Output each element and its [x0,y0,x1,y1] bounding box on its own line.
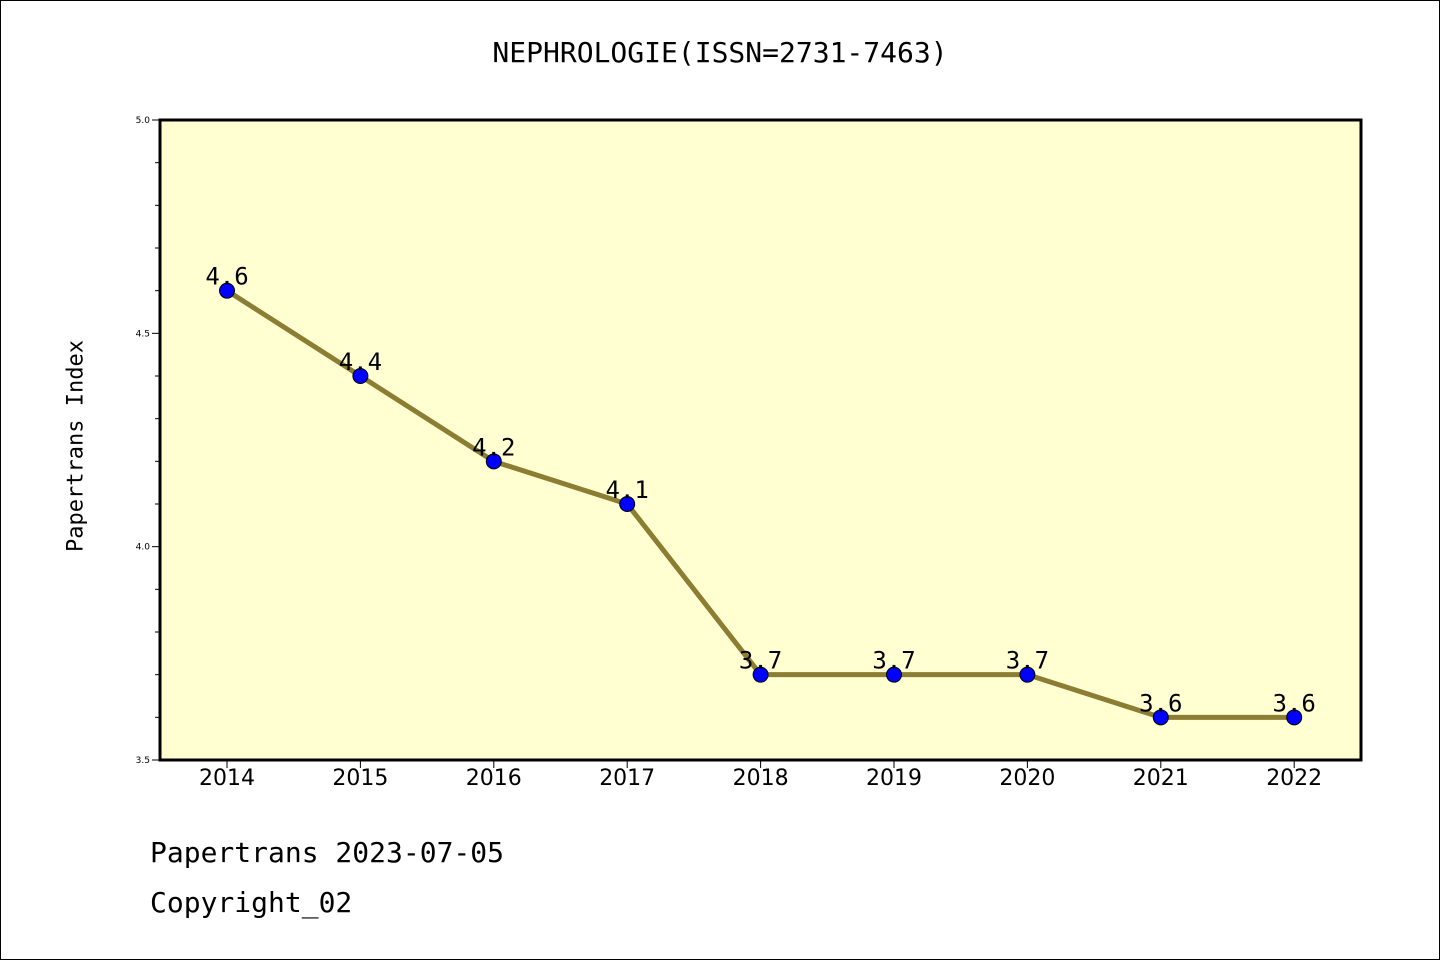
x-tick-label: 2020 [999,766,1055,791]
data-label: 3.7 [1006,647,1049,675]
y-tick-label: 4.5 [136,329,150,339]
x-tick-label: 2015 [332,766,388,791]
data-point [352,368,369,384]
x-axis: 2014 2015 2016 2017 2018 2019 2020 2021 2022 [199,760,1322,791]
data-label: 3.6 [1139,689,1182,717]
plot-border [158,118,1363,762]
data-points [219,282,1303,726]
plot-area [160,120,1361,760]
data-label: 4.6 [205,263,248,291]
data-point [752,666,769,683]
x-tick-label: 2014 [199,766,255,791]
data-point [485,453,502,470]
data-point [1286,709,1303,726]
data-label: 4.4 [339,348,382,376]
x-tick-label: 2019 [866,766,922,791]
data-point [886,666,902,683]
y-axis: 3.5 4.0 4.5 5.0 [136,116,160,766]
data-label: 3.6 [1273,689,1316,717]
data-point [219,282,235,299]
x-tick-label: 2021 [1133,766,1189,791]
x-tick-label: 2018 [733,766,789,791]
x-tick-label: 2016 [466,766,522,791]
data-point [1019,666,1036,683]
y-tick-label: 4.0 [136,543,151,553]
footer-date: Papertrans 2023-07-05 [150,836,505,869]
data-label: 3.7 [739,647,782,675]
footer-copyright: Copyright_02 [150,886,353,919]
y-tick-label: 3.5 [136,756,150,766]
data-point [1152,709,1169,726]
data-label: 4.2 [472,433,515,461]
data-label: 3.7 [872,647,915,675]
x-tick-label: 2022 [1266,766,1322,791]
data-labels: 4.6 4.4 4.2 4.1 3.7 3.7 3.7 3.6 3.6 [205,263,1316,718]
x-tick-label: 2017 [599,766,655,791]
y-tick-label: 5.0 [136,116,151,126]
data-label: 4.1 [606,476,649,504]
data-point [619,496,636,512]
chart-title: NEPHROLOGIE(ISSN=2731-7463) [492,36,948,69]
